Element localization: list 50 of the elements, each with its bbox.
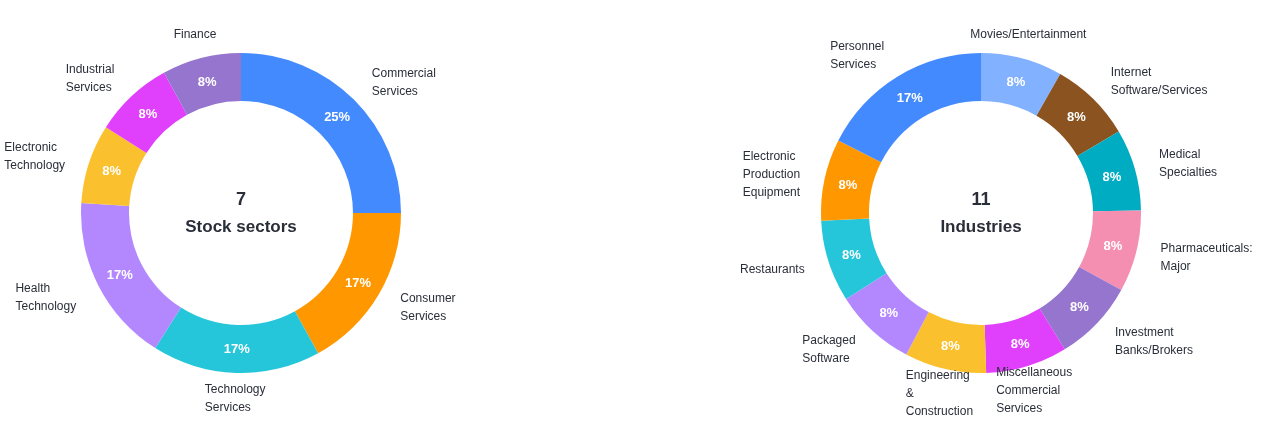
data-label: 8%	[102, 163, 122, 179]
donut-slice	[81, 202, 181, 349]
data-label: 17%	[896, 89, 924, 105]
slice-label: Engineering & Construction	[905, 368, 974, 419]
data-label: 8%	[841, 246, 862, 262]
data-label: 8%	[1070, 299, 1090, 315]
data-label: 17%	[345, 274, 372, 290]
data-label: 8%	[138, 106, 158, 122]
data-label: 8%	[1102, 168, 1122, 184]
data-label: 17%	[106, 267, 134, 283]
text: Industries	[939, 216, 1023, 238]
slice-label: Internet Software/Services	[1110, 65, 1208, 98]
data-label: 25%	[324, 109, 351, 125]
data-label: 8%	[1006, 74, 1026, 90]
slice-label: Miscellaneous Commercial Services	[996, 365, 1073, 416]
data-label: 8%	[1066, 108, 1087, 124]
slice-label: Electronic Production Equipment	[742, 149, 801, 200]
slice-label: Commercial Services	[371, 66, 436, 99]
slice-label: Industrial Services	[65, 62, 115, 95]
slice-label: Finance	[173, 26, 217, 41]
donut-slice	[155, 307, 319, 373]
slice-label: Medical Specialties	[1159, 146, 1218, 179]
slice-label: Consumer Services	[400, 291, 456, 324]
donut-slice	[81, 127, 147, 206]
slice-label: Movies/Entertainment	[970, 27, 1088, 42]
slice-label: Restaurants	[739, 262, 805, 277]
data-label: 8%	[941, 338, 961, 354]
donut-slice	[294, 213, 401, 354]
donut-slice	[1079, 210, 1141, 290]
donut-slice	[163, 53, 241, 115]
slice-label: Investment Banks/Brokers	[1114, 324, 1193, 357]
data-label: 8%	[838, 177, 858, 193]
data-label: 8%	[1010, 335, 1030, 351]
slice-label: Electronic Technology	[4, 139, 66, 172]
text: 7	[235, 188, 247, 211]
donut-slice	[981, 53, 1061, 116]
data-label: 17%	[223, 341, 251, 357]
data-label: 8%	[879, 305, 899, 321]
slice-label: Health Technology	[15, 280, 77, 313]
donut-slice	[1077, 131, 1141, 212]
slice-label: Packaged Software	[802, 333, 856, 365]
donut-slice	[821, 140, 882, 221]
slice-label: Pharmaceuticals: Major	[1160, 241, 1253, 274]
donut-slice	[821, 218, 887, 299]
data-label: 8%	[197, 73, 218, 89]
slice-label: Personnel Services	[830, 39, 885, 72]
slice-label: Technology Services	[204, 381, 266, 414]
data-label: 8%	[1103, 238, 1123, 254]
text: 11	[970, 188, 992, 211]
text: Stock sectors	[184, 216, 298, 238]
